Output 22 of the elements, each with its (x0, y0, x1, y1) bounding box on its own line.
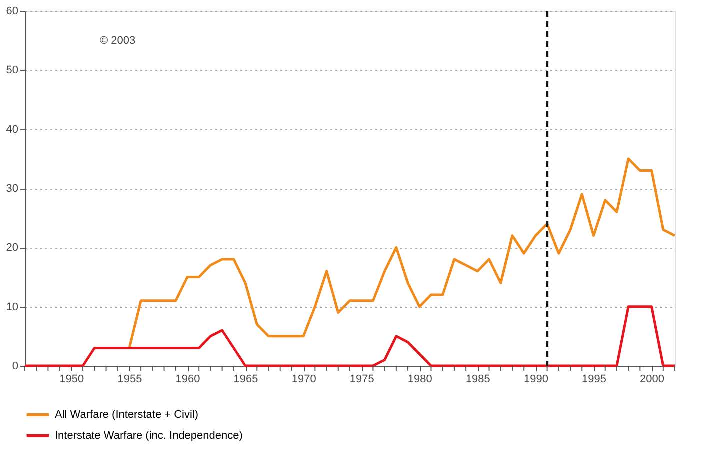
annotation: © 2003 (100, 35, 136, 47)
x-tick-label: 1955 (118, 374, 142, 386)
y-tick-label: 60 (6, 6, 18, 18)
x-tick-label: 1970 (292, 374, 316, 386)
x-tick-label: 1975 (350, 374, 374, 386)
x-tick-label: 1965 (234, 374, 258, 386)
y-tick-label: 10 (6, 301, 18, 314)
x-tick-label: 1950 (60, 374, 84, 386)
y-tick-label: 40 (6, 124, 18, 136)
line-series (128, 158, 676, 350)
y-tick-label: 30 (6, 183, 18, 195)
x-tick-label: 1995 (582, 374, 606, 386)
y-tick-label: 20 (6, 242, 18, 254)
x-tick-label: 1980 (408, 374, 432, 386)
x-tick-label: 1985 (466, 374, 490, 386)
y-tick-label: 50 (6, 64, 18, 77)
y-tick-label: 0 (12, 360, 18, 372)
x-tick-label: 1990 (524, 374, 548, 386)
x-tick-label: 1960 (176, 374, 200, 386)
legend-label: Interstate Warfare (inc. Independence) (55, 430, 243, 442)
legend-label: All Warfare (Interstate + Civil) (55, 409, 199, 421)
x-tick-label: 2000 (640, 374, 665, 386)
